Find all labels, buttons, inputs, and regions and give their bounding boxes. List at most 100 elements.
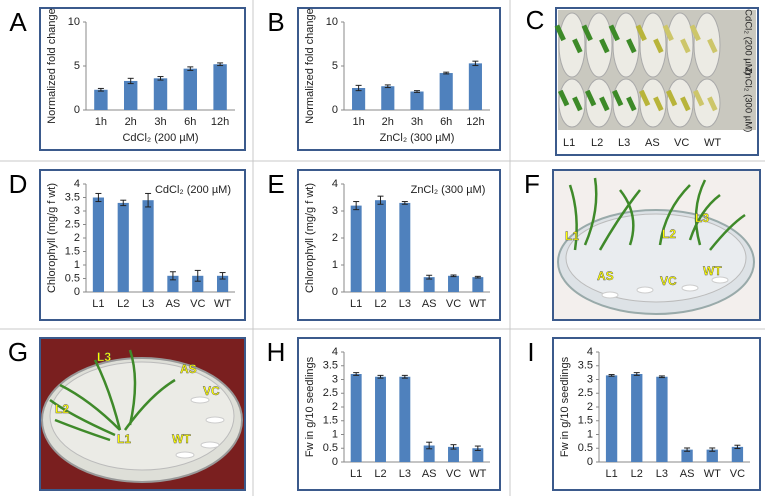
error-bar — [450, 274, 457, 278]
error-bar — [217, 62, 224, 67]
x-tick-label: L2 — [117, 298, 129, 310]
bar — [375, 200, 386, 292]
y-tick-label: 0 — [74, 104, 80, 116]
y-tick-label: 3 — [332, 373, 338, 385]
dish — [558, 78, 586, 128]
y-tick-label: 5 — [332, 60, 338, 72]
error-bar — [219, 272, 226, 280]
error-bar — [127, 77, 134, 85]
bar — [183, 68, 198, 110]
x-tick-label: L1 — [92, 298, 104, 310]
chart-frame — [297, 7, 501, 151]
panel-letter: C — [526, 5, 545, 35]
photo-label: L2 — [591, 137, 603, 149]
y-tick-label: 10 — [68, 16, 80, 28]
y-tick-label: 0.5 — [578, 442, 593, 454]
side-label: CdCl₂ (200 µM) — [742, 9, 753, 75]
error-bar — [709, 447, 716, 452]
x-tick-label: L3 — [399, 468, 411, 480]
leaf — [584, 89, 597, 107]
photo-label: WT — [172, 432, 191, 446]
bar — [350, 374, 362, 462]
chart-frame — [39, 7, 246, 151]
y-tick-label: 2 — [587, 401, 593, 413]
dish — [612, 78, 640, 128]
y-axis-label: Fw in g/10 seedlings — [559, 356, 571, 457]
error-bar — [355, 84, 362, 92]
photo-label: VC — [660, 274, 677, 288]
error-bar — [443, 71, 450, 75]
x-tick-label: L1 — [605, 468, 617, 480]
error-bar — [377, 195, 384, 205]
panel-letter: D — [9, 169, 28, 199]
bar — [94, 89, 108, 110]
y-tick-label: 0 — [587, 456, 593, 468]
bar — [681, 449, 693, 462]
x-tick-label: 3h — [154, 116, 166, 128]
error-bar — [95, 192, 102, 203]
photo-f — [552, 169, 761, 321]
bar — [472, 277, 484, 292]
bar — [605, 375, 618, 462]
y-axis-label: Normalized fold change — [304, 8, 316, 124]
y-tick-label: 1 — [74, 259, 80, 271]
dish — [585, 12, 613, 78]
bar — [92, 197, 105, 292]
x-tick-label: AS — [422, 468, 437, 480]
photo-label: L1 — [563, 137, 575, 149]
x-tick-label: L1 — [350, 468, 362, 480]
x-tick-label: 1h — [95, 116, 107, 128]
error-bar — [608, 374, 615, 377]
error-bar — [684, 447, 691, 452]
error-bar — [145, 192, 152, 208]
leaf — [665, 89, 678, 107]
y-tick-label: 4 — [587, 346, 593, 358]
leaf — [689, 24, 701, 42]
x-tick-label: L3 — [399, 298, 411, 310]
error-bar — [474, 445, 481, 451]
y-tick-label: 2 — [332, 232, 338, 244]
x-tick-label: AS — [680, 468, 695, 480]
bar — [423, 277, 435, 292]
panel-letter: F — [524, 169, 540, 199]
leaf — [653, 38, 664, 54]
leaf — [680, 96, 691, 112]
x-tick-label: WT — [704, 468, 721, 480]
leaf — [626, 96, 637, 112]
photo-label: AS — [645, 137, 660, 149]
y-tick-label: 0.5 — [65, 272, 80, 284]
y-tick-label: 0 — [332, 104, 338, 116]
bar — [448, 446, 459, 462]
panel-letter: A — [9, 7, 27, 37]
y-tick-label: 2.5 — [578, 387, 593, 399]
x-tick-label: WT — [469, 298, 486, 310]
photo-g — [39, 337, 246, 491]
panel-letter: B — [267, 7, 284, 37]
y-tick-label: 1.5 — [323, 415, 338, 427]
leaf — [662, 24, 674, 42]
error-bar — [658, 375, 665, 379]
y-tick-label: 4 — [332, 346, 338, 358]
y-tick-label: 0.5 — [323, 442, 338, 454]
error-bar — [414, 90, 420, 93]
bar — [375, 376, 386, 462]
x-tick-label: 6h — [184, 116, 196, 128]
bar — [468, 63, 482, 110]
leaf — [557, 89, 570, 107]
error-bar — [377, 374, 384, 379]
dish — [639, 78, 667, 128]
x-tick-label: VC — [446, 468, 461, 480]
error-bar — [734, 444, 741, 450]
y-axis-label: Chlorophyll (mg/g f wt) — [304, 183, 316, 293]
x-tick-label: 1h — [352, 116, 364, 128]
photo-label: AS — [180, 362, 197, 376]
error-bar — [353, 201, 360, 211]
photo-label: VC — [674, 137, 689, 149]
leaf — [692, 89, 705, 107]
error-bar — [426, 441, 433, 450]
x-axis-label: ZnCl₂ (300 µM) — [380, 132, 455, 144]
bar — [142, 200, 154, 292]
bar — [448, 275, 459, 292]
bar — [656, 376, 668, 462]
error-bar — [187, 66, 194, 71]
